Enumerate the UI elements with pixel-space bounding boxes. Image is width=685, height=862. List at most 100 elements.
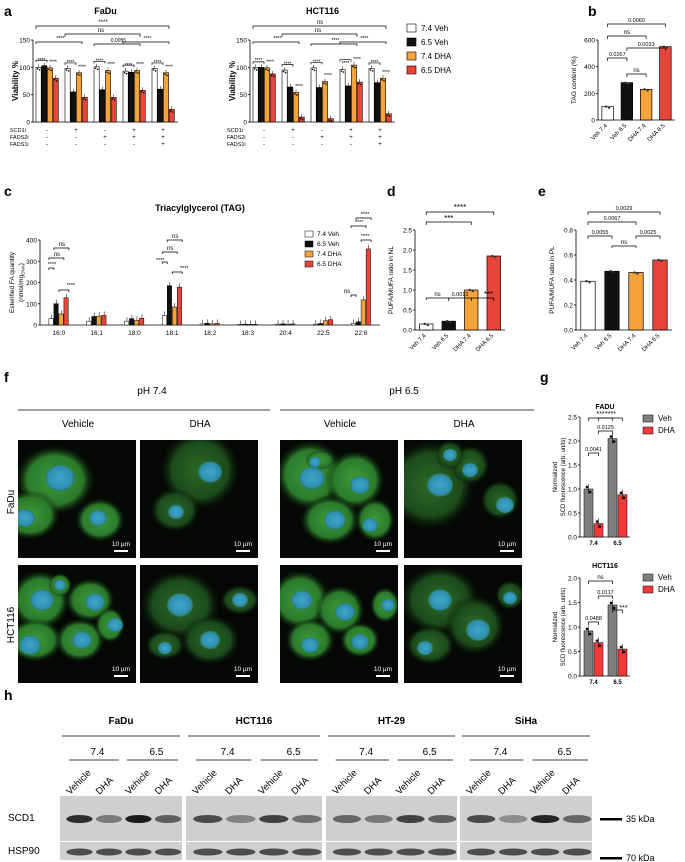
chart-a2-point	[313, 69, 316, 72]
chart-d-x-tick-label: DHA 6.5	[475, 333, 496, 354]
chart-a2-point	[342, 71, 345, 73]
chart-d-y-tick-label: 1.0	[403, 288, 412, 295]
chart-g1-point	[622, 496, 626, 500]
blot-hsp90-band	[95, 848, 123, 856]
chart-d-y-tick-label: 2.0	[403, 248, 412, 255]
micrograph-cells	[404, 565, 522, 665]
blot-hsp90-band	[154, 848, 182, 856]
chart-a2-point	[348, 87, 351, 90]
chart-a2-point	[340, 70, 343, 72]
chart-a2-title: HCT116	[306, 6, 339, 16]
chart-e-sig-bracket	[587, 235, 613, 239]
chart-a2-sig: ****	[361, 36, 369, 42]
scale-bar-label: 10 µm	[234, 541, 252, 548]
chart-a1-point	[154, 70, 157, 72]
legend-a-swatch	[406, 51, 417, 61]
chart-a2-sig: ****	[255, 58, 263, 64]
legend-a-swatch	[406, 37, 417, 47]
chart-c-ylabel-unit: (nmol/mgDNA)	[18, 263, 26, 302]
cell-nucleus	[350, 476, 370, 494]
chart-c-sig-bracket	[355, 217, 372, 220]
chart-c-bar	[134, 320, 140, 326]
chart-d-bar	[419, 323, 434, 331]
chart-c-sig-bracket	[161, 251, 178, 254]
chart-e-y-tick-label: 0.2	[564, 303, 573, 310]
chart-g2-bar	[607, 604, 618, 677]
micrograph: 10 µm	[404, 565, 522, 683]
chart-g1-ylabel: Normalized	[553, 462, 559, 492]
chart-b-x-tick-label: DHA 6.5	[647, 123, 668, 144]
chart-a1-point	[82, 98, 85, 100]
panel-letter-c: c	[4, 183, 12, 199]
chart-g1-sig-bracket	[598, 430, 613, 434]
chart-a2-treatment-cell: -	[263, 142, 265, 148]
chart-c-x-tick-label: 16:1	[90, 330, 103, 337]
chart-a2-bar	[293, 92, 299, 123]
blot-lane-label: Vehicle	[123, 768, 152, 797]
chart-a2-point	[311, 68, 314, 71]
blot-cell-line-label: FaDu	[109, 716, 134, 727]
chart-c-bar	[176, 286, 182, 326]
chart-a1-point	[77, 73, 79, 76]
chart-a2-bar	[258, 67, 265, 123]
blot-scd1-band	[466, 815, 496, 823]
blot-row-label: SCD1	[8, 813, 35, 824]
chart-a2-sig-bracket	[339, 41, 387, 44]
chart-c-bar	[209, 323, 215, 326]
chart-e-point	[660, 259, 663, 263]
chart-d-y-tick-label: 0.0	[403, 328, 412, 335]
chart-a1-y-tick-label: 100	[19, 65, 30, 72]
legend-a-swatch	[406, 65, 417, 75]
chart-c-bar	[323, 320, 328, 326]
chart-a2-y-tick-label: 150	[236, 38, 247, 45]
chart-c-bar	[124, 320, 130, 326]
chart-g2-legend-label: DHA	[658, 585, 676, 594]
chart-a1-sig: ****	[49, 60, 57, 66]
chart-g2-ylabel2: SCD fluorescence (arb. units)	[561, 588, 567, 667]
chart-a2-treatment-cell: -	[263, 128, 265, 134]
chart-a1-treatment-cell: -	[104, 128, 106, 134]
chart-c-sig: ns	[54, 252, 60, 258]
chart-c-legend-label: 7.4 Veh	[317, 231, 339, 238]
chart-c-bar	[58, 313, 64, 326]
chart-c-legend-swatch	[304, 240, 314, 248]
chart-c-sig-bracket	[161, 261, 168, 264]
chart-e-ylabel: PUFA/MUFA ratio in PL	[549, 246, 556, 314]
chart-a2-treatment-cell: -	[350, 142, 352, 148]
chart-c-bar	[161, 315, 167, 326]
chart-a1-pvalue: 0.0055	[111, 38, 127, 44]
chart-a2-point	[325, 83, 327, 85]
chart-a1-sig-bracket	[64, 33, 141, 37]
chart-b-sig-bracket	[607, 57, 628, 61]
chart-g1-point	[585, 485, 589, 489]
cell-cytoplasm	[18, 490, 60, 540]
chart-a1-bar	[99, 89, 106, 123]
legend-a-label: 6.5 Veh	[421, 38, 448, 47]
scale-bar-label: 10 µm	[234, 666, 252, 673]
blot-scd1-band	[226, 815, 256, 823]
chart-a2-sig: ****	[295, 84, 303, 90]
legend-a-label: 7.4 Veh	[421, 24, 448, 33]
microscopy-column-label: Vehicle	[62, 419, 95, 430]
chart-a1-point	[160, 90, 163, 93]
chart-g1-y-tick-label: 0.0	[568, 535, 577, 542]
chart-d-y-tick-label: 0.5	[403, 308, 412, 315]
chart-c-sig: ****	[180, 266, 189, 272]
chart-a2-sig: ****	[324, 73, 332, 79]
chart-a1-bar	[41, 65, 48, 123]
chart-a2-point	[253, 68, 256, 70]
legend-a-swatch	[406, 23, 417, 33]
chart-g1-bar	[607, 438, 618, 538]
micrograph-cells	[404, 440, 520, 530]
chart-g1-point	[612, 440, 616, 443]
chart-a2-point	[301, 118, 304, 121]
chart-a1-bar	[76, 72, 82, 123]
blot-ph-label: 6.5	[557, 747, 571, 758]
chart-a1-ylabel: Viability %	[11, 61, 20, 101]
blot-lane-label: DHA	[223, 775, 245, 797]
blot-marker-label: 70 kDa	[626, 853, 655, 862]
chart-a2-treatment-cell: -	[321, 128, 323, 134]
cell-nucleus	[85, 593, 105, 611]
chart-e-sig-bracket	[611, 245, 637, 248]
